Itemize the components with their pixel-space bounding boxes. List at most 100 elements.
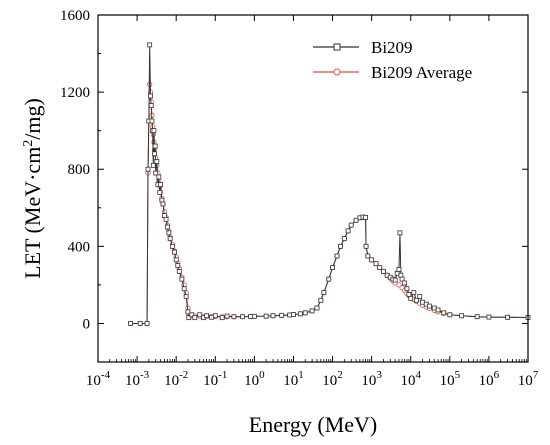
bi209-point [128,321,133,326]
x-tick-label: 105 [440,369,461,389]
bi209-point [183,294,189,299]
bi209-point [219,315,225,321]
x-tick-label: 100 [244,369,265,389]
bi209-point [152,143,158,149]
axes: 0 400 800 1200 1600 10-4 10-3 10-2 10-1 100 101 102… [60,8,539,389]
y-axis-title-part-1: LET (MeV·cm [20,147,45,279]
bi209-point [404,286,410,292]
bi209-point [150,162,156,168]
y-tick-label: 1200 [60,85,90,101]
bi209-point [417,294,423,299]
legend-bi209-marker [333,43,341,51]
bi209-point [314,305,320,311]
x-tick-label: 103 [361,369,382,389]
x-tick-label: 10-1 [203,369,227,389]
bi209-point [204,313,210,319]
bi209-point [149,118,155,124]
bi209-average-point [396,282,402,288]
bi209-point [167,236,173,242]
bi209-point [392,277,398,283]
x-tick-label: 101 [283,369,304,389]
bi209-point [176,268,182,274]
plot-frame [97,14,529,363]
bi209-point [363,215,368,220]
x-tick-label: 10-4 [86,369,111,389]
y-tick-label: 0 [83,316,91,332]
x-tick-label: 10-3 [125,369,150,389]
bi209-point [251,313,257,319]
x-tick-label: 10-2 [164,369,188,389]
bi209-point [348,222,354,228]
bi209-point [144,321,150,326]
legend: Bi209 Bi209 Average [313,38,472,82]
plot-area [127,42,531,327]
bi209-point [279,312,285,318]
bi209-point [291,312,296,317]
bi209-point [147,42,153,48]
bi209-point [408,295,414,301]
bi209-point [397,230,403,236]
bi209-point [426,303,432,309]
bi209-point [441,310,447,316]
y-tick-label: 1600 [60,8,90,24]
bi209-point [373,261,379,267]
y-axis-title-part-2: /mg) [20,98,45,140]
legend-bi209-label: Bi209 [371,38,413,57]
bi209-point [380,268,386,274]
bi209-point [212,313,218,319]
bi209-point [341,236,347,242]
bi209-point [406,292,412,297]
bi209-point [345,228,351,234]
bi209-point [326,276,332,282]
bi209-point [353,217,359,223]
bi209-point [399,276,405,282]
y-axis-title: LET (MeV·cm2/mg) [20,98,45,279]
y-tick-label: 400 [68,239,91,255]
bi209-point [365,253,371,259]
bi209-point [309,308,315,314]
x-axis-title: Energy (MeV) [249,412,378,437]
bi209-point [162,213,167,218]
bi209-point [181,286,187,292]
y-tick-label: 800 [68,162,91,178]
bi209-point [330,265,335,270]
bi209-point [159,197,165,203]
bi209-point [505,314,510,320]
bi209-point [197,312,203,318]
x-tick-label: 107 [518,369,539,389]
x-tick-label: 104 [400,369,421,389]
bi209-point [402,280,408,286]
bi209-point [179,276,185,282]
bi209-point [151,128,157,134]
bi209-point [398,272,404,278]
bi209-point [302,310,308,316]
bi209-average-line [130,84,529,324]
bi209-point [338,243,343,249]
bi209-point [396,267,402,272]
bi209-point [169,243,175,249]
bi209-point [231,314,237,320]
bi209-point [165,224,170,230]
bi209-point [369,257,375,263]
bi209-point [175,263,181,269]
bi209-point [334,253,340,259]
bi209-point [163,216,169,222]
legend-bi209-average-label: Bi209 Average [371,63,472,82]
bi209-point [160,201,166,207]
bi209-point [145,166,151,172]
bi209-point [158,182,164,188]
bi209-point [263,313,269,319]
bi209-point [185,309,191,315]
bi209-point [363,243,369,249]
bi209-point [474,314,480,320]
bi209-point [297,311,303,317]
bi209-point [486,314,492,320]
bi209-point [153,170,159,176]
bi209-point [321,290,327,296]
x-tick-label: 106 [479,369,500,389]
x-tick-label: 102 [322,369,343,389]
bi209-point [411,290,417,296]
y-axis-title-superscript: 2 [21,140,36,147]
bi209-point [459,313,464,319]
